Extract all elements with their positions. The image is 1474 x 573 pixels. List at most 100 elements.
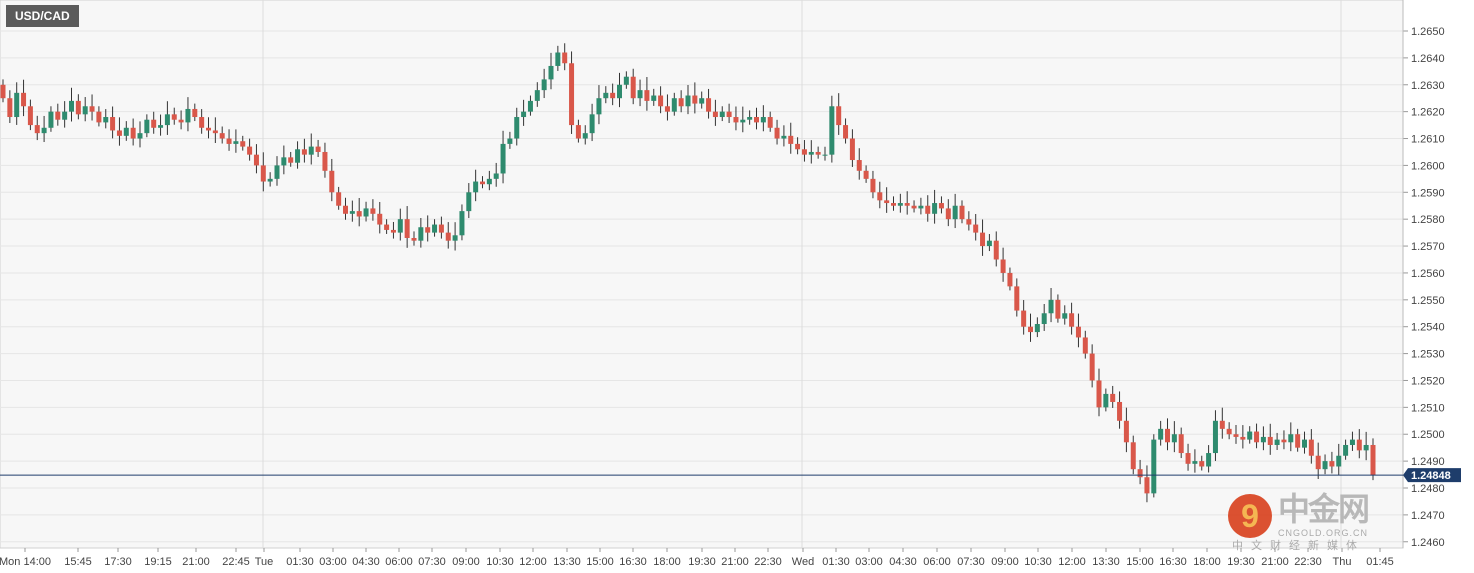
candle-body: [870, 178, 876, 193]
x-tick-label: 09:00: [991, 556, 1019, 568]
x-tick-label: 22:30: [1294, 556, 1322, 568]
candle-body: [212, 130, 218, 134]
candle-body: [993, 240, 999, 260]
y-tick-label: 1.2580: [1411, 214, 1445, 226]
candle-body: [267, 178, 273, 182]
candle-body: [740, 119, 746, 123]
candle-body: [596, 98, 602, 115]
candle-body: [822, 154, 828, 156]
candle-body: [884, 200, 890, 204]
y-tick-label: 1.2460: [1411, 537, 1445, 549]
candle-body: [706, 98, 712, 112]
candle-body: [0, 84, 6, 99]
candle-body: [795, 143, 801, 150]
candle-body: [637, 90, 643, 99]
candle-body: [480, 181, 485, 185]
candle-body: [14, 92, 20, 118]
x-tick-label: 04:30: [889, 556, 917, 568]
candle-body: [719, 111, 725, 118]
candle-body: [569, 63, 575, 126]
candle-body: [349, 211, 355, 214]
candle-body: [343, 205, 348, 214]
candle-body: [712, 111, 718, 118]
candle-body: [445, 232, 451, 241]
candle-body: [959, 205, 965, 220]
candle-body: [534, 90, 540, 101]
candle-body: [925, 205, 931, 214]
candle-body: [206, 127, 211, 131]
plot-area: [0, 0, 1404, 549]
candle-body: [548, 65, 554, 80]
candle-body: [137, 133, 143, 139]
candle-body: [911, 205, 917, 209]
candle-body: [1363, 444, 1369, 451]
candle-body: [384, 224, 390, 230]
candle-body: [836, 106, 842, 126]
candle-body: [747, 117, 753, 120]
x-tick-label: 22:30: [754, 556, 782, 568]
candle-body: [1240, 436, 1246, 440]
candle-body: [41, 127, 47, 134]
candle-body: [617, 84, 622, 99]
candle-body: [308, 146, 314, 155]
candle-body: [411, 237, 417, 241]
candle-body: [356, 211, 362, 217]
candle-body: [699, 98, 705, 104]
x-tick-label: 21:00: [721, 556, 749, 568]
y-tick-label: 1.2540: [1411, 322, 1445, 334]
candle-body: [1165, 428, 1170, 443]
x-tick-label: 19:30: [1227, 556, 1255, 568]
candle-body: [582, 133, 588, 139]
candle-body: [1329, 461, 1335, 467]
x-tick-label: 21:00: [1261, 556, 1289, 568]
candle-body: [466, 192, 472, 212]
candle-body: [329, 170, 335, 193]
y-tick-label: 1.2590: [1411, 187, 1445, 199]
candle-body: [945, 208, 951, 220]
candle-body: [171, 114, 177, 120]
y-tick-label: 1.2500: [1411, 429, 1445, 441]
x-tick-label: 01:45: [1366, 556, 1394, 568]
candle-body: [1034, 324, 1040, 333]
candle-body: [1089, 353, 1095, 381]
candle-body: [1212, 420, 1218, 454]
x-tick-label: 15:00: [1126, 556, 1154, 568]
candle-body: [521, 111, 527, 118]
candle-body: [815, 151, 821, 155]
candle-body: [1117, 401, 1123, 421]
x-tick-label: 15:45: [64, 556, 92, 568]
candle-body: [514, 117, 520, 139]
candle-body: [678, 98, 684, 107]
y-tick-label: 1.2550: [1411, 295, 1445, 307]
candle-body: [425, 227, 431, 233]
x-tick-label: 06:00: [923, 556, 951, 568]
candle-body: [288, 157, 294, 163]
candle-body: [253, 154, 259, 166]
current-price-badge: [1403, 468, 1461, 483]
x-tick-label: 19:30: [688, 556, 716, 568]
candle-body: [500, 143, 506, 174]
candle-body: [21, 92, 27, 107]
x-tick-label: 03:00: [319, 556, 347, 568]
x-tick-label: 21:00: [182, 556, 210, 568]
candle-body: [1137, 469, 1143, 478]
candle-body: [281, 157, 287, 166]
candle-body: [1233, 434, 1239, 437]
x-tick-label: 16:30: [1159, 556, 1187, 568]
y-tick-label: 1.2610: [1411, 134, 1445, 146]
candle-body: [630, 76, 636, 99]
candle-body: [856, 160, 862, 171]
y-tick-label: 1.2570: [1411, 241, 1445, 253]
candle-body: [1021, 310, 1027, 327]
x-tick-label: 13:30: [553, 556, 581, 568]
candle-body: [144, 119, 150, 134]
candle-body: [1356, 439, 1362, 451]
x-tick-label: Mon 14:00: [0, 556, 51, 568]
candle-body: [1069, 313, 1075, 327]
y-tick-label: 1.2520: [1411, 375, 1445, 387]
candle-body: [733, 117, 739, 123]
candle-body: [1274, 439, 1280, 445]
candle-body: [1062, 313, 1068, 319]
x-tick-label: 18:00: [1193, 556, 1221, 568]
